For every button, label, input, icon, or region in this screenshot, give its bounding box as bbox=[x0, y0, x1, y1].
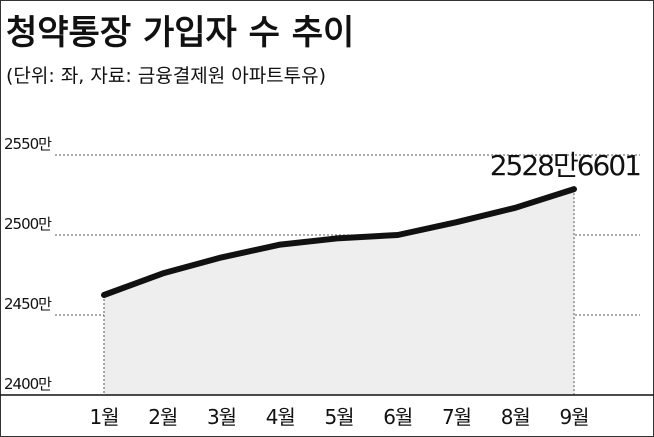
chart-subtitle: (단위: 좌, 자료: 금융결제원 아파트투유) bbox=[6, 65, 326, 87]
x-tick-label: 8월 bbox=[501, 405, 530, 429]
x-tick-label: 1월 bbox=[89, 405, 118, 429]
x-tick-label: 3월 bbox=[207, 405, 236, 429]
chart-title: 청약통장 가입자 수 추이 bbox=[6, 13, 354, 53]
y-tick-label: 2550만 bbox=[4, 135, 52, 153]
line bbox=[101, 186, 577, 298]
x-tick-label: 4월 bbox=[266, 405, 295, 429]
x-tick-label: 7월 bbox=[442, 405, 471, 429]
y-tick-label: 2450만 bbox=[4, 295, 52, 313]
y-tick-label: 2400만 bbox=[4, 375, 52, 393]
value-label: 2528만6601 bbox=[490, 149, 640, 182]
x-tick-label: 5월 bbox=[324, 405, 353, 429]
area bbox=[104, 189, 574, 395]
x-tick-label: 2월 bbox=[148, 405, 177, 429]
y-tick-label: 2500만 bbox=[4, 215, 52, 233]
x-tick-label: 9월 bbox=[559, 405, 588, 429]
x-tick-label: 6월 bbox=[383, 405, 412, 429]
